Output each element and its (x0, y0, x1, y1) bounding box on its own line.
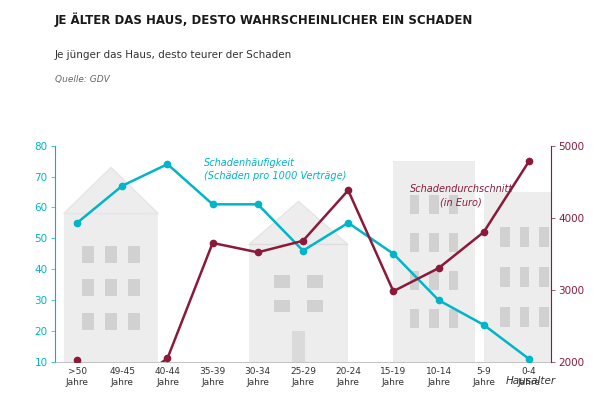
Bar (410, 196, 419, 214)
Bar (105, 246, 117, 262)
Bar (393, 161, 474, 362)
Polygon shape (64, 167, 158, 213)
Bar (448, 309, 458, 327)
Bar (105, 280, 117, 296)
Bar (82, 280, 93, 296)
Text: Hausalter: Hausalter (506, 376, 556, 386)
Bar (410, 233, 419, 252)
Bar (128, 280, 140, 296)
Bar (429, 196, 439, 214)
Text: Quelle: GDV: Quelle: GDV (55, 75, 109, 84)
Bar (539, 307, 548, 327)
Bar (519, 267, 529, 287)
Bar (82, 246, 93, 262)
Bar (539, 267, 548, 287)
Bar (429, 233, 439, 252)
Bar (448, 196, 458, 214)
Bar (500, 307, 510, 327)
Polygon shape (249, 201, 348, 245)
Bar (307, 300, 323, 312)
Bar (519, 227, 529, 247)
Bar (448, 233, 458, 252)
Bar (249, 245, 348, 362)
Bar (274, 300, 290, 312)
Bar (519, 307, 529, 327)
Bar (291, 331, 305, 362)
Bar (128, 246, 140, 262)
Bar (448, 271, 458, 290)
Text: JE ÄLTER DAS HAUS, DESTO WAHRSCHEINLICHER EIN SCHADEN: JE ÄLTER DAS HAUS, DESTO WAHRSCHEINLICHE… (55, 12, 473, 27)
Bar (128, 313, 140, 330)
Text: Je jünger das Haus, desto teurer der Schaden: Je jünger das Haus, desto teurer der Sch… (55, 50, 292, 60)
Bar (64, 213, 158, 362)
Bar (82, 313, 93, 330)
Text: Schadendurchschnitt
(in Euro): Schadendurchschnitt (in Euro) (410, 184, 513, 208)
Bar (307, 275, 323, 288)
Bar (410, 309, 419, 327)
Bar (429, 309, 439, 327)
Bar (105, 313, 117, 330)
Bar (500, 267, 510, 287)
Bar (429, 271, 439, 290)
Bar (539, 227, 548, 247)
Bar (484, 192, 565, 362)
Text: Schadenhäufigkeit
(Schäden pro 1000 Verträge): Schadenhäufigkeit (Schäden pro 1000 Vert… (204, 158, 346, 181)
Bar (274, 275, 290, 288)
Bar (500, 227, 510, 247)
Bar (410, 271, 419, 290)
